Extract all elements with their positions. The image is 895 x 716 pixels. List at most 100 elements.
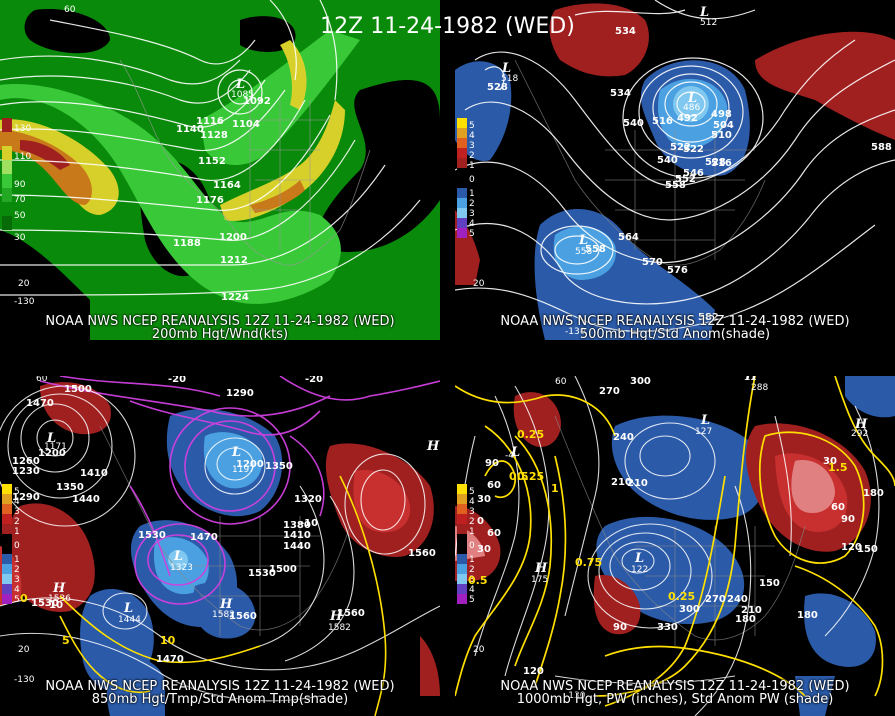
contour-label: 300 <box>679 604 700 615</box>
map-850mb: 5 4 3 2 1 0 1 2 3 4 5 1500 1470 1290 126… <box>0 376 440 716</box>
contour-label: 90 <box>613 622 627 633</box>
high-pressure-marker: H <box>534 561 548 576</box>
panel-caption: NOAA NWS NCEP REANALYSIS 12Z 11-24-1982 … <box>45 314 395 329</box>
contour-label: 1290 <box>226 388 254 399</box>
colorbar-label: 2 <box>469 517 475 527</box>
colorbar-label: 3 <box>469 209 475 219</box>
contour-label: 150 <box>857 544 878 555</box>
contour-label: 1188 <box>173 238 201 249</box>
panel-200mb-map: 130 110 90 70 50 30 1092 1104 1116 1140 … <box>0 0 440 340</box>
temperature-label: 10 <box>160 634 176 647</box>
colorbar-label: 1 <box>14 555 20 565</box>
low-value: 486 <box>683 103 700 113</box>
contour-label: 60 <box>487 528 501 539</box>
high-pressure-marker: H <box>426 439 440 454</box>
contour-label: 210 <box>741 605 762 616</box>
high-pressure-marker: H <box>52 581 66 596</box>
colorbar-label: 2 <box>14 517 20 527</box>
contour-label: 210 <box>627 478 648 489</box>
low-pressure-marker: L <box>578 233 588 248</box>
high-value: 1536 <box>48 594 71 604</box>
panel-caption: NOAA NWS NCEP REANALYSIS 12Z 11-24-1982 … <box>500 314 850 329</box>
contour-label: 1116 <box>196 116 224 127</box>
contour-label: 522 <box>670 142 691 153</box>
map-1000mb: 5 4 3 2 1 0 1 2 3 4 5 300 270 240 210 90… <box>455 376 895 716</box>
contour-label: 150 <box>759 578 780 589</box>
contour-label: 1128 <box>200 130 228 141</box>
contour-label: 1410 <box>80 468 108 479</box>
low-value: -4 <box>505 451 514 461</box>
panel-500mb-map: 5 4 3 2 1 0 1 2 3 4 5 528 534 516 522 54… <box>455 0 895 340</box>
contour-label: 240 <box>613 432 634 443</box>
panel-subtitle: 500mb Hgt/Std Anom(shade) <box>579 327 771 340</box>
low-value: 122 <box>631 565 648 575</box>
low-value: 558 <box>575 247 592 257</box>
colorbar-label: 1 <box>14 527 20 537</box>
contour-label: 1440 <box>283 541 311 552</box>
colorbar-label: 2 <box>469 565 475 575</box>
pw-label: 1 <box>551 482 559 495</box>
low-pressure-marker: L <box>501 61 511 76</box>
low-pressure-marker: L <box>700 413 710 428</box>
colorbar-label: 90 <box>14 180 26 190</box>
colorbar-label: 4 <box>469 585 475 595</box>
contour-label: 552 <box>675 174 696 185</box>
pw-label: 0.5 <box>468 574 488 587</box>
contour-label: 1200 <box>236 459 264 470</box>
contour-label: 498 <box>711 109 732 120</box>
pw-label: 0.25 <box>517 428 544 441</box>
colorbar-label: 1 <box>469 527 475 537</box>
colorbar-label: 3 <box>469 141 475 151</box>
colorbar-label: 5 <box>469 121 475 131</box>
temperature-label: 0 <box>20 592 28 605</box>
temperature-label: 5 <box>62 634 70 647</box>
contour-label: 1440 <box>72 494 100 505</box>
contour-label: 1104 <box>232 119 260 130</box>
low-value: 1444 <box>118 615 141 625</box>
contour-label: 1470 <box>190 532 218 543</box>
contour-label: 540 <box>657 155 678 166</box>
panel-subtitle: 200mb Hgt/Wnd(kts) <box>151 327 289 340</box>
colorbar-label: 5 <box>469 595 475 605</box>
panel-caption: NOAA NWS NCEP REANALYSIS 12Z 11-24-1982 … <box>45 679 395 694</box>
low-value: 518 <box>501 74 518 84</box>
pw-label: 0.25 <box>668 590 695 603</box>
low-pressure-marker: L <box>687 91 697 106</box>
high-pressure-marker: H <box>329 609 343 624</box>
colorbar-label: 4 <box>469 497 475 507</box>
contour-label: 60 <box>831 502 845 513</box>
colorbar-label: 70 <box>14 195 26 205</box>
colorbar-label: 1 <box>469 555 475 565</box>
contour-label: 180 <box>797 610 818 621</box>
contour-label: 1260 <box>12 456 40 467</box>
high-pressure-marker: H <box>219 597 233 612</box>
contour-label: 60 <box>487 480 501 491</box>
colorbar-label: 3 <box>469 507 475 517</box>
colorbar-label: 5 <box>469 487 475 497</box>
colorbar-label: 4 <box>469 131 475 141</box>
low-value: 1171 <box>44 442 67 452</box>
contour-label: 510 <box>711 130 732 141</box>
colorbar-label: 3 <box>14 507 20 517</box>
contour-label: 1164 <box>213 180 241 191</box>
panel-850mb-map: 5 4 3 2 1 0 1 2 3 4 5 1500 1470 1290 126… <box>0 376 440 716</box>
colorbar-label: 5 <box>469 229 475 239</box>
colorbar-label: 30 <box>14 233 26 243</box>
contour-label: 1152 <box>198 156 226 167</box>
panel-subtitle: 850mb Hgt/Tmp/Std Anom Tmp(shade) <box>91 692 349 707</box>
contour-label: 1200 <box>219 232 247 243</box>
contour-label: 1350 <box>56 482 84 493</box>
contour-label: 1530 <box>31 598 59 609</box>
contour-label: 30 <box>823 456 837 467</box>
contour-label: 516 <box>711 158 732 169</box>
low-pressure-marker: L <box>231 445 241 460</box>
temperature-label: -20 <box>305 376 323 385</box>
graticule-label: 20 <box>473 645 485 655</box>
contour-label: 270 <box>705 594 726 605</box>
contour-label: 180 <box>735 614 756 625</box>
low-pressure-marker: L <box>235 77 245 92</box>
contour-label: 516 <box>652 116 673 127</box>
contour-label: 30 <box>477 494 491 505</box>
contour-label: 0 <box>477 516 484 527</box>
contour-label: 1176 <box>196 195 224 206</box>
